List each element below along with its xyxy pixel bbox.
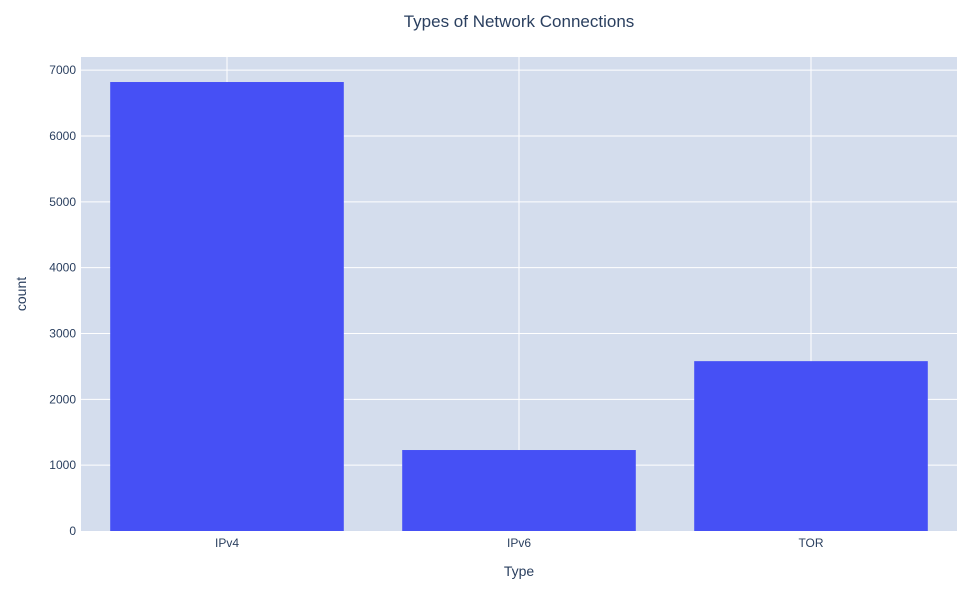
y-tick-label: 0 bbox=[69, 524, 76, 538]
y-axis-ticks: 0 1000 2000 3000 4000 5000 6000 7000 bbox=[49, 63, 76, 538]
x-tick-label: IPv6 bbox=[507, 536, 531, 550]
x-tick-label: TOR bbox=[798, 536, 823, 550]
y-axis-title: count bbox=[13, 277, 29, 311]
x-axis-ticks: IPv4 IPv6 TOR bbox=[215, 536, 824, 550]
y-tick-label: 3000 bbox=[49, 327, 76, 341]
chart-title: Types of Network Connections bbox=[404, 12, 635, 31]
y-tick-label: 5000 bbox=[49, 195, 76, 209]
x-tick-label: IPv4 bbox=[215, 536, 239, 550]
y-tick-label: 4000 bbox=[49, 261, 76, 275]
y-tick-label: 6000 bbox=[49, 129, 76, 143]
bar-ipv4[interactable] bbox=[110, 82, 344, 532]
bar-ipv6[interactable] bbox=[402, 450, 636, 531]
bars bbox=[110, 82, 928, 532]
y-tick-label: 1000 bbox=[49, 458, 76, 472]
bar-tor[interactable] bbox=[694, 361, 928, 531]
y-tick-label: 2000 bbox=[49, 392, 76, 406]
y-tick-label: 7000 bbox=[49, 63, 76, 77]
x-axis-title: Type bbox=[504, 563, 535, 579]
